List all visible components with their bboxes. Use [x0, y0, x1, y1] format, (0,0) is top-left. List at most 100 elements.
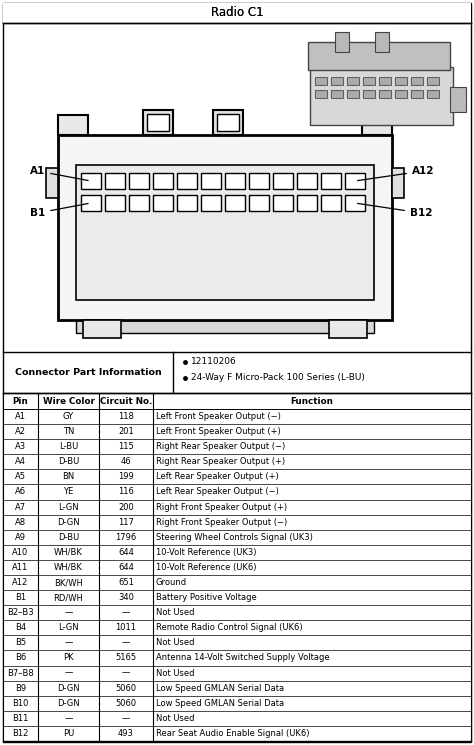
Text: Radio C1: Radio C1 — [210, 7, 264, 19]
Bar — [105, 173, 125, 189]
Text: 644: 644 — [118, 548, 134, 557]
Bar — [58, 115, 88, 135]
Text: WH/BK: WH/BK — [54, 563, 83, 572]
Text: B2–B3: B2–B3 — [7, 608, 34, 617]
Bar — [331, 90, 343, 98]
Text: 116: 116 — [118, 487, 134, 496]
Text: A12: A12 — [357, 166, 435, 180]
Bar — [3, 3, 471, 23]
Text: Ground: Ground — [156, 578, 187, 587]
Bar — [345, 173, 365, 189]
Text: —: — — [122, 668, 130, 678]
Text: B6: B6 — [15, 653, 26, 662]
Text: Not Used: Not Used — [156, 638, 194, 647]
Text: D-BU: D-BU — [58, 457, 79, 466]
Text: Left Front Speaker Output (−): Left Front Speaker Output (−) — [156, 412, 281, 421]
Text: Pin: Pin — [13, 396, 28, 405]
Text: —: — — [64, 714, 73, 723]
Bar — [392, 168, 404, 198]
Text: Function: Function — [291, 396, 333, 405]
Text: 5060: 5060 — [115, 684, 137, 693]
Bar — [375, 32, 389, 52]
Bar — [143, 110, 173, 135]
Text: —: — — [122, 608, 130, 617]
Text: Not Used: Not Used — [156, 714, 194, 723]
Text: A5: A5 — [15, 472, 26, 481]
Bar — [201, 173, 221, 189]
Bar — [347, 77, 359, 85]
Text: A1: A1 — [30, 166, 88, 180]
Bar — [335, 32, 349, 52]
Bar — [3, 681, 471, 696]
Bar — [411, 77, 423, 85]
Text: Radio C1: Radio C1 — [210, 7, 264, 19]
Text: Remote Radio Control Signal (UK6): Remote Radio Control Signal (UK6) — [156, 624, 302, 633]
Text: L-BU: L-BU — [59, 443, 78, 451]
Text: RD/WH: RD/WH — [54, 593, 83, 602]
Text: A1: A1 — [15, 412, 26, 421]
Bar — [147, 114, 169, 131]
Bar — [3, 575, 471, 590]
Text: A7: A7 — [15, 503, 26, 512]
Bar — [46, 168, 58, 198]
Text: 117: 117 — [118, 518, 134, 527]
Text: PK: PK — [63, 653, 74, 662]
Bar — [331, 77, 343, 85]
Bar — [3, 393, 471, 409]
Text: TN: TN — [63, 427, 74, 436]
Text: —: — — [122, 714, 130, 723]
Text: Right Rear Speaker Output (−): Right Rear Speaker Output (−) — [156, 443, 285, 451]
Bar — [3, 454, 471, 469]
Bar — [3, 469, 471, 484]
Text: 340: 340 — [118, 593, 134, 602]
Bar — [177, 173, 197, 189]
Text: PU: PU — [63, 729, 74, 738]
Bar — [297, 173, 317, 189]
Bar — [225, 195, 245, 211]
Text: Left Front Speaker Output (+): Left Front Speaker Output (+) — [156, 427, 281, 436]
Text: D-BU: D-BU — [58, 533, 79, 542]
Text: B12: B12 — [357, 203, 432, 218]
Bar — [105, 195, 125, 211]
Text: 200: 200 — [118, 503, 134, 512]
Bar — [321, 173, 341, 189]
Text: 651: 651 — [118, 578, 134, 587]
Bar — [76, 320, 374, 333]
Text: D-GN: D-GN — [57, 699, 80, 708]
Text: B7–B8: B7–B8 — [7, 668, 34, 678]
Text: A10: A10 — [12, 548, 28, 557]
Text: B1: B1 — [15, 593, 26, 602]
Bar — [153, 173, 173, 189]
Bar — [315, 90, 327, 98]
Bar — [3, 545, 471, 560]
Bar — [427, 90, 439, 98]
Bar — [315, 77, 327, 85]
Bar — [3, 560, 471, 575]
Text: B10: B10 — [12, 699, 29, 708]
Bar — [3, 409, 471, 424]
Bar — [329, 320, 367, 338]
Text: B5: B5 — [15, 638, 26, 647]
Bar — [450, 87, 466, 112]
Text: B9: B9 — [15, 684, 26, 693]
Text: 1011: 1011 — [115, 624, 137, 633]
Text: D-GN: D-GN — [57, 518, 80, 527]
Bar — [411, 90, 423, 98]
Bar — [395, 77, 407, 85]
Bar — [363, 90, 375, 98]
Text: D-GN: D-GN — [57, 684, 80, 693]
Bar — [3, 621, 471, 635]
Text: A2: A2 — [15, 427, 26, 436]
Bar — [3, 635, 471, 650]
Bar — [427, 77, 439, 85]
Bar — [201, 195, 221, 211]
Text: Rear Seat Audio Enable Signal (UK6): Rear Seat Audio Enable Signal (UK6) — [156, 729, 309, 738]
Text: L-GN: L-GN — [58, 503, 79, 512]
Bar — [310, 67, 453, 125]
Text: Left Rear Speaker Output (−): Left Rear Speaker Output (−) — [156, 487, 279, 496]
Text: B1: B1 — [30, 203, 88, 218]
Text: L-GN: L-GN — [58, 624, 79, 633]
Bar — [308, 42, 450, 70]
Text: Circuit No.: Circuit No. — [100, 396, 152, 405]
Text: 24-Way F Micro-Pack 100 Series (L-BU): 24-Way F Micro-Pack 100 Series (L-BU) — [191, 373, 365, 382]
